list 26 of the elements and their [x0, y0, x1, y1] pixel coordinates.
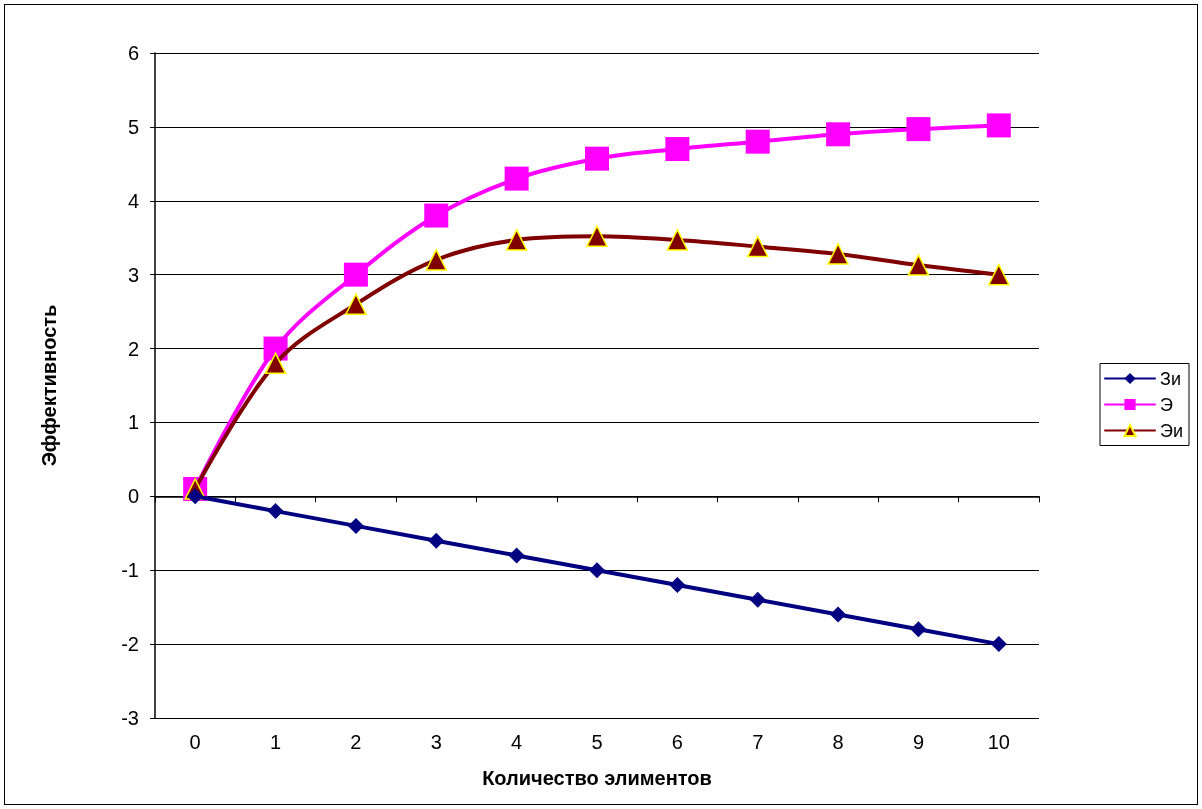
x-axis-title: Количество элиментов [482, 767, 712, 789]
legend-label: Зи [1160, 368, 1181, 389]
x-tick-label: 8 [832, 731, 844, 753]
y-tick-label: -3 [121, 707, 139, 729]
x-tick-label: 5 [591, 731, 603, 753]
x-tick-label: 0 [189, 731, 201, 753]
x-tick-label: 3 [430, 731, 442, 753]
y-axis-title: Эффективность [38, 304, 60, 467]
legend-label: Э [1160, 394, 1174, 415]
x-tick-label: 2 [350, 731, 362, 753]
legend-label: Эи [1160, 420, 1184, 441]
y-tick-label: -2 [121, 633, 139, 656]
x-tick-label: 4 [511, 731, 523, 753]
y-tick-label: -1 [121, 559, 139, 582]
y-tick-label: 4 [127, 189, 139, 212]
y-tick-label: 0 [127, 485, 139, 508]
x-tick-label: 10 [987, 731, 1010, 753]
y-tick-label: 6 [127, 42, 139, 64]
y-tick-label: 2 [127, 337, 139, 360]
y-tick-label: 1 [127, 411, 139, 434]
y-tick-label: 5 [127, 115, 139, 138]
y-tick-label: 3 [127, 263, 139, 286]
x-tick-label: 7 [752, 731, 764, 753]
x-tick-label: 1 [269, 731, 282, 753]
x-tick-label: 6 [671, 731, 683, 753]
x-tick-label: 9 [912, 731, 925, 753]
